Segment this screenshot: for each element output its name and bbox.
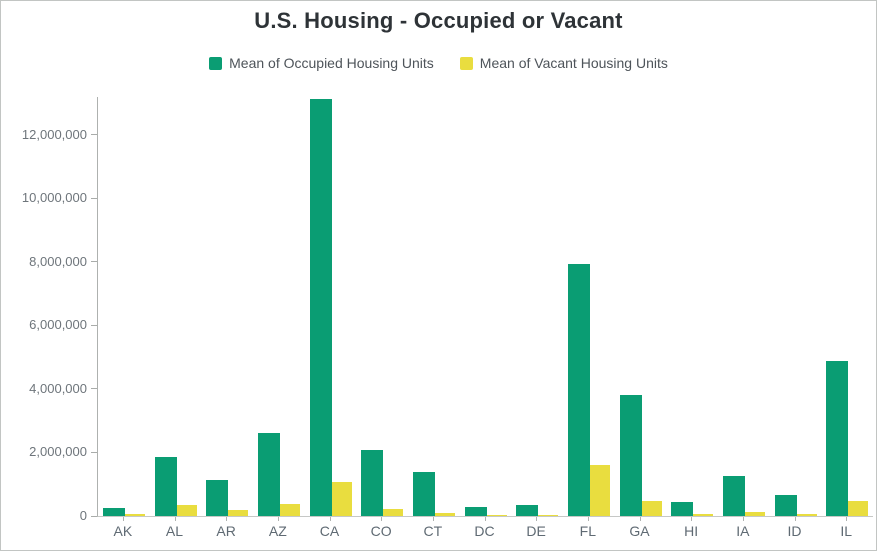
bar-group-co [356,97,408,516]
legend: Mean of Occupied Housing Units Mean of V… [1,55,876,71]
bar-vacant-ia[interactable] [744,512,765,516]
legend-swatch-vacant [459,56,473,70]
bar-vacant-fl[interactable] [589,465,610,516]
x-axis-tick [329,517,331,521]
x-axis-label-ar: AR [216,523,236,539]
x-axis-label-az: AZ [268,523,287,539]
x-axis-tick [691,517,693,521]
x-axis-tick [174,517,176,521]
bar-occupied-dc[interactable] [464,507,487,516]
bar-group-hi [666,97,718,516]
bar-vacant-hi[interactable] [693,514,714,516]
bar-group-ak [98,97,150,516]
bar-vacant-de[interactable] [538,515,559,516]
bar-vacant-ca[interactable] [331,482,352,516]
x-axis-label-ia: IA [736,523,750,539]
plot-area [97,97,873,517]
chart-title: U.S. Housing - Occupied or Vacant [254,8,623,33]
bar-vacant-ga[interactable] [641,501,662,516]
bar-occupied-ga[interactable] [619,395,642,516]
legend-item-vacant[interactable]: Mean of Vacant Housing Units [459,55,668,71]
y-axis-label: 4,000,000 [29,380,87,396]
y-axis-label: 12,000,000 [21,126,87,142]
x-axis-tick [639,517,641,521]
x-axis-label-ak: AK [113,523,133,539]
y-axis-tick [91,515,97,517]
bar-occupied-il[interactable] [826,361,849,516]
x-axis-tick [794,517,796,521]
x-axis-label-id: ID [787,523,802,539]
bar-group-ia [718,97,770,516]
y-axis-label: 10,000,000 [21,190,87,206]
bar-group-il [821,97,873,516]
x-axis-tick [846,517,848,521]
x-axis-label-ct: CT [423,523,443,539]
y-axis-tick [91,261,97,263]
y-axis-label: 0 [79,508,87,523]
bar-occupied-hi[interactable] [671,502,694,516]
bar-vacant-id[interactable] [796,514,817,516]
bar-occupied-ia[interactable] [722,476,745,516]
bar-group-ar [201,97,253,516]
bar-occupied-ca[interactable] [309,99,332,516]
x-axis-tick [277,517,279,521]
bar-group-de [511,97,563,516]
bar-occupied-ct[interactable] [412,472,435,516]
bar-vacant-al[interactable] [176,505,197,516]
bar-group-fl [563,97,615,516]
bar-group-al [150,97,202,516]
bar-occupied-fl[interactable] [567,264,590,516]
bar-occupied-id[interactable] [774,495,797,516]
y-axis-tick [91,451,97,453]
x-axis-label-il: IL [840,523,852,539]
x-axis-tick [587,517,589,521]
y-axis-tick [91,324,97,326]
x-axis-tick [742,517,744,521]
bar-vacant-co[interactable] [383,509,404,516]
bar-group-ct [408,97,460,516]
bar-group-id [770,97,822,516]
bar-vacant-ct[interactable] [434,513,455,516]
x-axis-label-ga: GA [629,523,650,539]
y-axis-tick [91,134,97,135]
y-axis-tick [91,388,97,390]
x-axis-tick [432,517,434,521]
bar-group-ca [305,97,357,516]
bar-vacant-il[interactable] [848,501,869,516]
y-axis-tick [91,197,97,199]
x-axis-label-fl: FL [579,523,596,539]
x-axis-label-ca: CA [319,523,340,539]
x-axis-tick [536,517,538,521]
legend-label-vacant: Mean of Vacant Housing Units [479,55,668,71]
x-axis-tick [484,517,486,521]
x-axis-tick [381,517,383,521]
x-axis-label-hi: HI [684,523,699,539]
bar-occupied-ak[interactable] [102,508,125,516]
bar-occupied-al[interactable] [154,457,177,516]
x-axis-label-dc: DC [474,523,495,539]
legend-label-occupied: Mean of Occupied Housing Units [229,55,434,71]
x-axis-tick [226,517,228,521]
bar-vacant-dc[interactable] [486,515,507,516]
legend-item-occupied[interactable]: Mean of Occupied Housing Units [209,55,434,71]
y-axis-label: 8,000,000 [29,253,87,269]
bar-group-az [253,97,305,516]
bar-group-dc [460,97,512,516]
legend-swatch-occupied [209,56,223,70]
x-axis-tick [122,517,124,521]
bar-group-ga [615,97,667,516]
bar-occupied-co[interactable] [361,450,384,516]
bar-occupied-de[interactable] [516,505,539,516]
y-axis-label: 6,000,000 [29,317,87,333]
bar-vacant-az[interactable] [279,504,300,516]
x-axis-label-de: DE [526,523,546,539]
bar-occupied-ar[interactable] [206,480,229,516]
y-axis-label: 2,000,000 [29,444,87,460]
x-axis-label-co: CO [370,523,392,539]
bar-occupied-az[interactable] [257,433,280,516]
x-axis-label-al: AL [165,523,184,539]
bar-vacant-ak[interactable] [124,514,145,516]
bar-vacant-ar[interactable] [228,510,249,516]
